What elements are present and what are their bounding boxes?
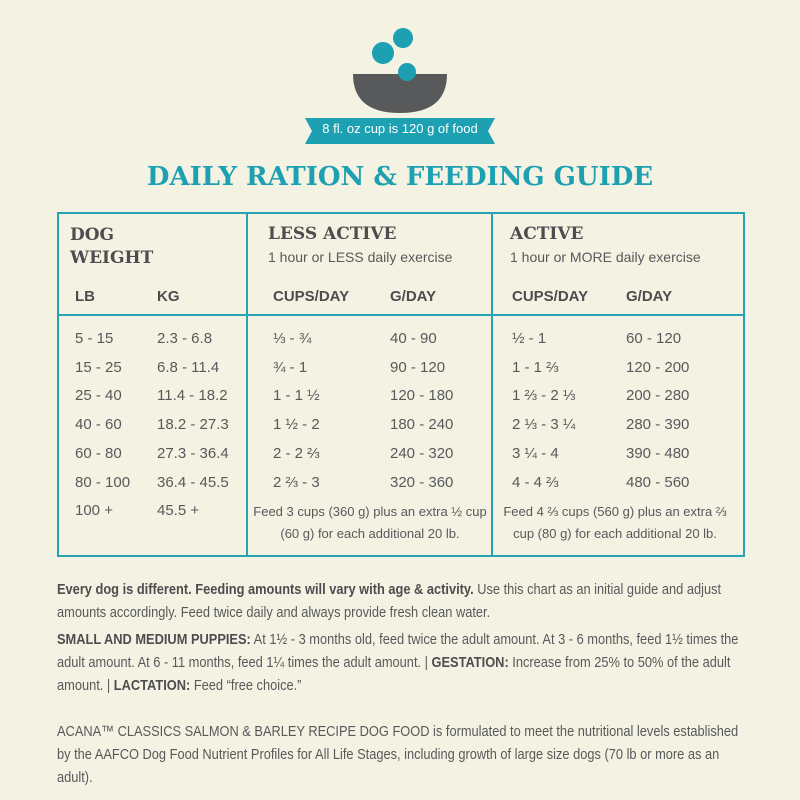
cell: 2 ⅔ - 3 [273, 473, 320, 491]
cell: 2 ⅓ - 3 ¼ [512, 416, 576, 434]
cell: ¾ - 1 [273, 358, 308, 376]
column-header: G/DAY [390, 288, 437, 305]
cell: 120 - 200 [626, 358, 690, 376]
title: DAILY RATION & FEEDING GUIDE [146, 162, 654, 192]
column-header: LB [75, 288, 95, 305]
cell: 15 - 25 [75, 358, 122, 376]
text-run: Feed “free choice.” [190, 677, 302, 694]
cell: 3 ¼ - 4 [512, 444, 559, 462]
group-subtitle: 1 hour or MORE daily exercise [510, 249, 701, 265]
column-header: G/DAY [626, 288, 673, 305]
text-run: Increase from 25% to 50% of the adult am… [57, 654, 731, 694]
text-run: ACANA™ CLASSICS SALMON & BARLEY RECIPE D… [57, 723, 739, 786]
divider [57, 314, 743, 316]
paragraph: Every dog is different. Feeding amounts … [57, 578, 741, 624]
group-subtitle: 1 hour or LESS daily exercise [268, 249, 453, 265]
cell: ⅓ - ¾ [273, 330, 312, 347]
cell: 40 - 90 [390, 330, 437, 347]
cell: ½ - 1 [512, 330, 547, 347]
cell: 5 - 15 [75, 330, 114, 347]
cell: 60 - 120 [626, 330, 682, 347]
cell: 200 - 280 [626, 387, 690, 405]
cell: 1 ½ - 2 [273, 416, 320, 434]
paragraph: SMALL AND MEDIUM PUPPIES: At 1½ - 3 mont… [57, 628, 741, 697]
cell: 100 + [75, 502, 113, 520]
cell: 240 - 320 [390, 444, 454, 462]
cell: 120 - 180 [390, 387, 454, 405]
text-run: LACTATION: [113, 677, 191, 694]
cell: 390 - 480 [626, 444, 690, 462]
cell: 11.4 - 18.2 [157, 387, 228, 405]
cell: 90 - 120 [390, 358, 446, 376]
cell: 18.2 - 27.3 [157, 416, 229, 434]
cell: 280 - 390 [626, 416, 690, 434]
cell: 36.4 - 45.5 [157, 473, 229, 491]
cell: 1 - 1 ½ [273, 387, 320, 405]
text-run: Every dog is different. Feeding amounts … [57, 581, 474, 598]
cell: 45.5 + [157, 502, 200, 520]
cell: 320 - 360 [390, 473, 454, 491]
cell: 4 - 4 ⅔ [512, 473, 559, 491]
cell: 40 - 60 [75, 416, 122, 434]
column-header: CUPS/DAY [512, 288, 589, 305]
group-title: LESS ACTIVE [268, 224, 397, 244]
cell: 1 ⅔ - 2 ⅓ [512, 387, 576, 405]
cell: 480 - 560 [626, 473, 690, 491]
divider [491, 212, 493, 555]
divider [246, 212, 248, 555]
bowl-icon [305, 28, 495, 144]
cell: 2.3 - 6.8 [157, 330, 213, 347]
table-border [57, 212, 745, 557]
note: Feed 3 cups (360 g) plus an extra ½ cup … [253, 504, 487, 542]
text-run: SMALL AND MEDIUM PUPPIES: [57, 631, 251, 648]
paragraph: ACANA™ CLASSICS SALMON & BARLEY RECIPE D… [57, 720, 741, 789]
footer: Every dog is different. Feeding amounts … [57, 578, 741, 793]
cell: 60 - 80 [75, 444, 122, 462]
text-run: GESTATION: [431, 654, 509, 671]
text-run: At 1½ - 3 months old, feed twice the adu… [57, 631, 739, 671]
weight-heading: DOG WEIGHT [70, 225, 154, 268]
group-title: ACTIVE [510, 224, 584, 244]
cell: 6.8 - 11.4 [157, 358, 220, 376]
text-run: Use this chart as an initial guide and a… [57, 581, 722, 621]
cell: 80 - 100 [75, 473, 131, 491]
cell: 180 - 240 [390, 416, 454, 434]
cell: 1 - 1 ⅔ [512, 358, 559, 376]
cell: 27.3 - 36.4 [157, 444, 229, 462]
note: Feed 4 ⅔ cups (560 g) plus an extra ⅔ cu… [503, 504, 727, 542]
cell: 2 - 2 ⅔ [273, 444, 320, 462]
badge: 8 fl. oz cup is 120 g of food [322, 121, 478, 136]
column-header: KG [157, 288, 180, 305]
column-header: CUPS/DAY [273, 288, 350, 305]
cell: 25 - 40 [75, 387, 122, 405]
